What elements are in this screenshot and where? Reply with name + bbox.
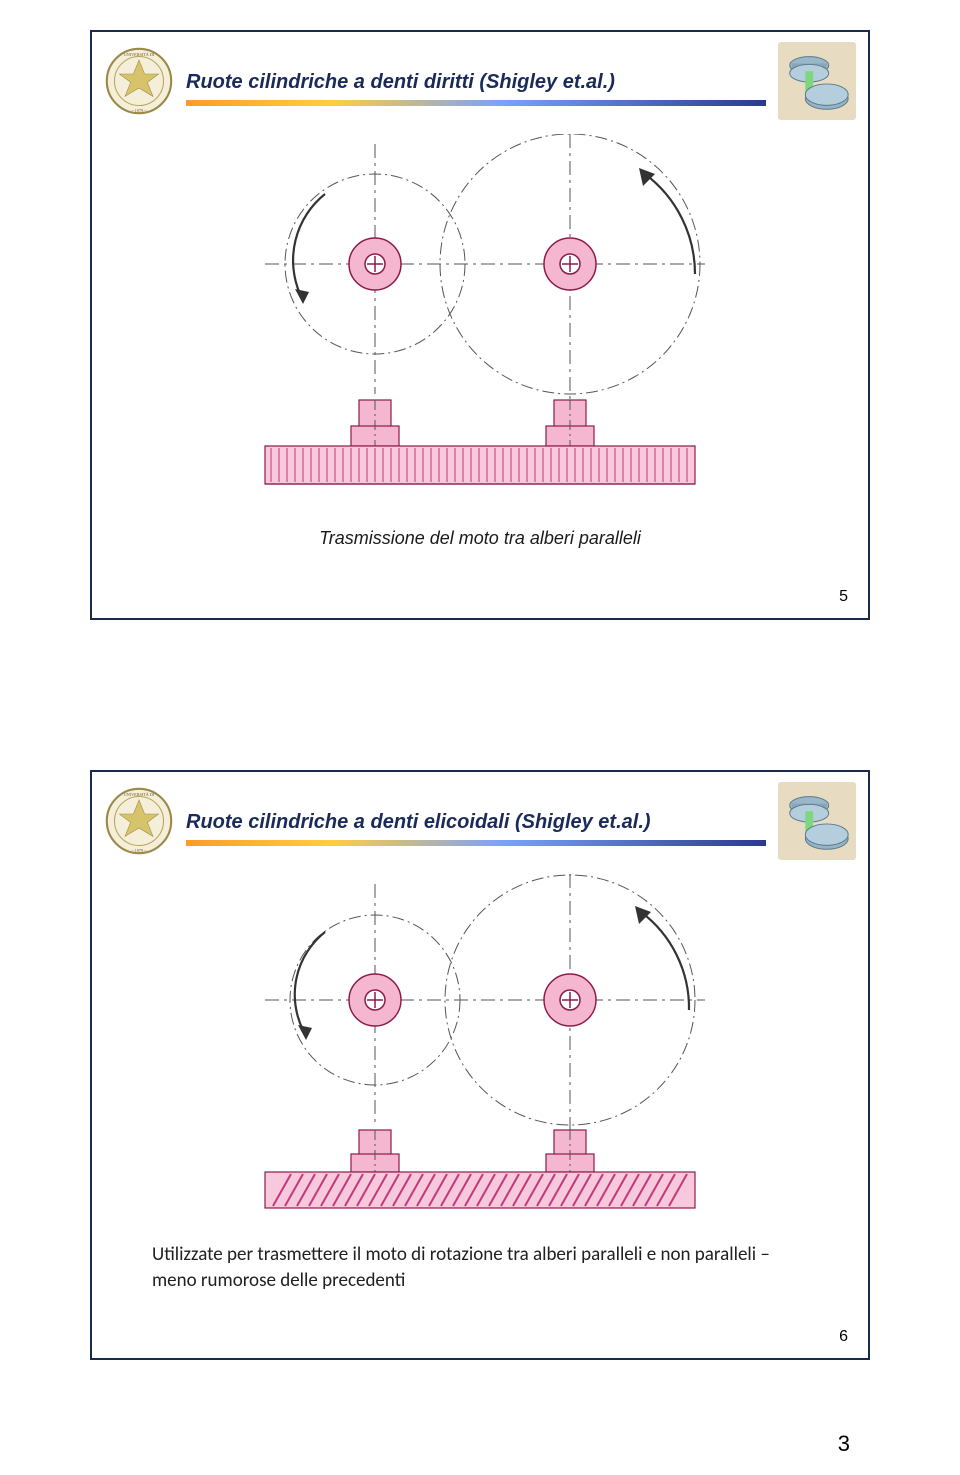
gear-3d-icon [778,782,856,860]
title-rule [186,100,766,106]
university-seal-icon: UNIVERSITÀ DI ~ 1979 ~ [104,46,174,116]
svg-text:UNIVERSITÀ DI: UNIVERSITÀ DI [124,52,155,57]
slide-number: 6 [839,1328,848,1346]
slide-number: 5 [839,588,848,606]
slide-body-text: Utilizzate per trasmettere il moto di ro… [92,1224,868,1293]
title-block: Ruote cilindriche a denti diritti (Shigl… [186,57,766,106]
page-number: 3 [838,1431,850,1457]
slide-header: UNIVERSITÀ DI ~ 1979 ~ Ruote cilindriche… [92,32,868,120]
helical-gear-diagram [92,874,868,1224]
slide-spur-gears: UNIVERSITÀ DI ~ 1979 ~ Ruote cilindriche… [90,30,870,620]
svg-text:~ 1979 ~: ~ 1979 ~ [132,848,148,853]
spur-gear-diagram [92,134,868,504]
slide-title: Ruote cilindriche a denti diritti (Shigl… [186,71,766,94]
slide-caption: Trasmissione del moto tra alberi paralle… [92,528,868,549]
gear-3d-icon [778,42,856,120]
svg-text:UNIVERSITÀ DI: UNIVERSITÀ DI [124,792,155,797]
slide-header: UNIVERSITÀ DI ~ 1979 ~ Ruote cilindriche… [92,772,868,860]
svg-text:~ 1979 ~: ~ 1979 ~ [132,108,148,113]
slide-helical-gears: UNIVERSITÀ DI ~ 1979 ~ Ruote cilindriche… [90,770,870,1360]
title-rule [186,840,766,846]
title-block: Ruote cilindriche a denti elicoidali (Sh… [186,797,766,846]
university-seal-icon: UNIVERSITÀ DI ~ 1979 ~ [104,786,174,856]
slide-title: Ruote cilindriche a denti elicoidali (Sh… [186,811,766,834]
